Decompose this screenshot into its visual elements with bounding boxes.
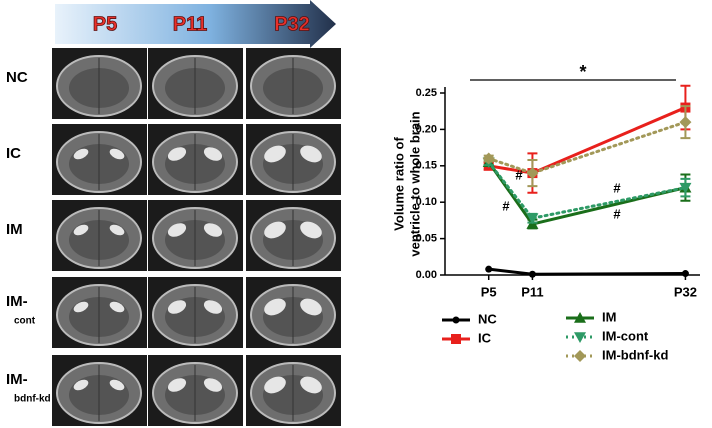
ventricle (109, 224, 125, 236)
group-label: NC (6, 69, 28, 86)
legend-marker (574, 312, 586, 323)
mri-grid (52, 48, 341, 426)
legend-label: IM-cont (602, 328, 649, 343)
ventricle (300, 298, 322, 316)
y-tick-label: 0.15 (416, 160, 437, 172)
ventricle (203, 223, 223, 237)
stage-label: P11 (173, 13, 207, 35)
annotation: # (613, 180, 621, 195)
series-line (487, 120, 687, 175)
annotation: # (515, 167, 523, 182)
ventricle (73, 224, 89, 236)
legend-marker (452, 316, 460, 324)
ventricle (203, 300, 223, 314)
ventricle (203, 378, 223, 392)
ventricle (73, 379, 89, 391)
y-tick-label: 0.20 (416, 123, 437, 135)
legend-label: IM (602, 309, 616, 324)
point (526, 167, 539, 180)
series-line (487, 267, 687, 276)
point (482, 152, 495, 165)
legend-label: NC (478, 311, 497, 326)
legend-marker (451, 334, 461, 344)
ventricle (300, 145, 322, 163)
y-tick-label: 0.10 (416, 196, 437, 208)
y-tick-label: 0.05 (416, 233, 437, 245)
y-tick-label: 0.25 (416, 87, 437, 99)
y-axis-title: Volume ratio of (391, 137, 406, 231)
ventricle (264, 145, 286, 163)
legend-marker (574, 332, 586, 343)
x-tick-label: P11 (521, 284, 543, 299)
ventricle (167, 223, 187, 237)
point (485, 265, 493, 273)
group-sublabel: bdnf-kd (14, 394, 51, 405)
ventricle (264, 221, 286, 239)
ventricle (264, 376, 286, 394)
annotation: # (613, 206, 621, 221)
group-sublabel: cont (14, 316, 36, 327)
point (679, 116, 692, 129)
ventricle (167, 147, 187, 161)
legend-label: IC (478, 330, 492, 345)
stage-label: P32 (274, 13, 310, 35)
y-axis-title: ventricle to whole brain (407, 111, 422, 256)
ventricle (300, 376, 322, 394)
stage-label: P5 (93, 13, 117, 35)
ventricle (300, 221, 322, 239)
ventricle (167, 300, 187, 314)
ventricle (73, 301, 89, 313)
ventricle (203, 147, 223, 161)
group-label: IM- (6, 293, 28, 310)
legend-marker (574, 350, 586, 362)
ventricle (264, 298, 286, 316)
y-tick-label: 0.00 (416, 269, 437, 281)
time-arrow (55, 0, 336, 48)
x-tick-label: P5 (481, 284, 497, 299)
ventricle (109, 148, 125, 160)
point (681, 270, 689, 278)
x-tick-label: P32 (674, 284, 697, 299)
ventricle (167, 378, 187, 392)
group-label: IM- (6, 371, 28, 388)
legend-label: IM-bdnf-kd (602, 347, 668, 362)
point (526, 213, 539, 225)
ventricle (73, 148, 89, 160)
series-line (487, 106, 687, 175)
group-label: IC (6, 145, 21, 162)
point (528, 270, 536, 278)
ventricle (109, 379, 125, 391)
annotation: * (579, 62, 586, 82)
annotation: # (502, 198, 510, 213)
ventricle (109, 301, 125, 313)
point (679, 182, 692, 194)
group-label: IM (6, 221, 23, 238)
